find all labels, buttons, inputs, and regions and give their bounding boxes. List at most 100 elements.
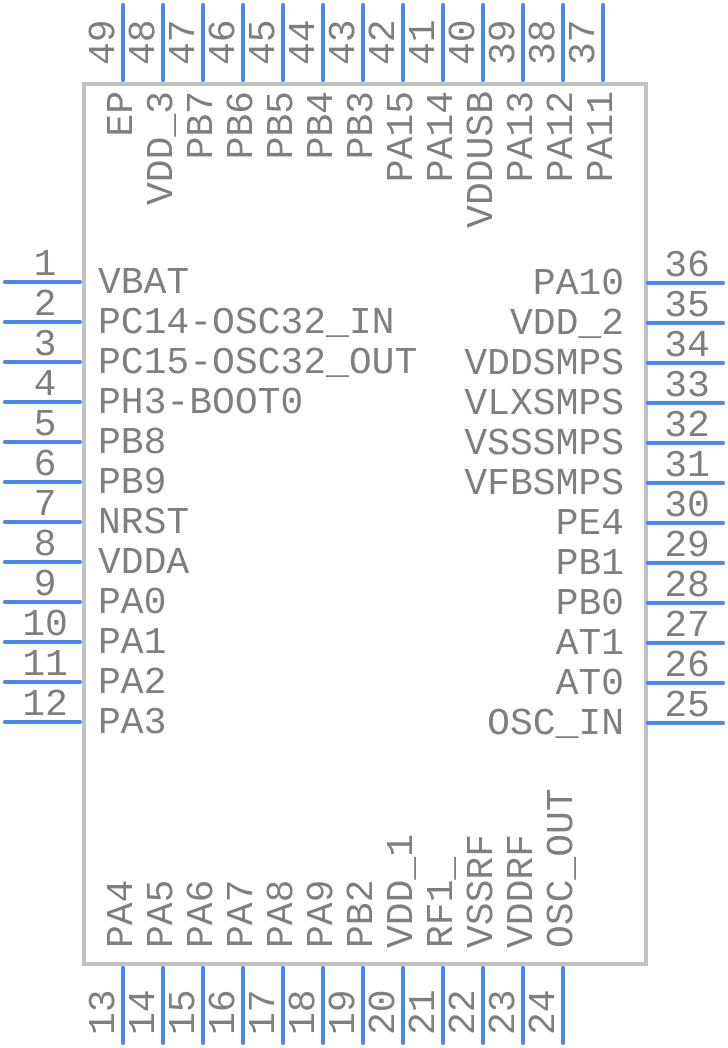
pin-name: VDD_1 xyxy=(381,833,424,948)
pin-name: VFBSMPS xyxy=(464,463,624,506)
pin-line xyxy=(281,966,285,1045)
pin-name: PB8 xyxy=(98,422,167,465)
pin-number: 5 xyxy=(33,404,57,447)
pin-line xyxy=(3,280,82,284)
pin-number: 41 xyxy=(403,19,446,65)
pin-name: VBAT xyxy=(98,262,190,305)
pin-line xyxy=(646,441,725,445)
pin-number: 28 xyxy=(664,565,710,608)
pin-number: 12 xyxy=(22,684,68,727)
pin-name: PA3 xyxy=(98,702,167,745)
pin-line xyxy=(481,966,485,1045)
pin-number: 26 xyxy=(664,645,710,688)
pin-name: PC15-OSC32_OUT xyxy=(98,342,418,385)
pin-line xyxy=(561,3,565,82)
pin-line xyxy=(321,3,325,82)
pin-line xyxy=(401,3,405,82)
pin-number: 47 xyxy=(163,19,206,65)
pin-line xyxy=(646,521,725,525)
pin-line xyxy=(646,721,725,725)
pin-number: 27 xyxy=(664,605,710,648)
pin-line xyxy=(3,320,82,324)
pin-number: 43 xyxy=(323,19,366,65)
pin-number: 33 xyxy=(664,365,710,408)
pin-name: VDDRF xyxy=(501,833,544,948)
pin-number: 46 xyxy=(203,19,246,65)
pin-line xyxy=(321,966,325,1045)
pin-line xyxy=(521,966,525,1045)
pin-line xyxy=(201,966,205,1045)
pin-line xyxy=(3,600,82,604)
pin-number: 1 xyxy=(33,244,57,287)
pin-line xyxy=(646,601,725,605)
pin-name: AT0 xyxy=(555,663,624,706)
pin-number: 31 xyxy=(664,445,710,488)
pin-line xyxy=(361,3,365,82)
pin-number: 29 xyxy=(664,525,710,568)
pin-line xyxy=(241,966,245,1045)
pin-line xyxy=(3,680,82,684)
pin-number: 18 xyxy=(283,989,326,1035)
pin-name: PC14-OSC32_IN xyxy=(98,302,395,345)
pin-name: PA9 xyxy=(301,879,344,948)
pin-name: PA4 xyxy=(101,879,144,948)
pin-name: PE4 xyxy=(555,503,624,546)
pin-line xyxy=(3,360,82,364)
pin-number: 40 xyxy=(443,19,486,65)
pin-line xyxy=(646,641,725,645)
pin-name: PA0 xyxy=(98,582,167,625)
pin-number: 9 xyxy=(33,564,57,607)
pin-number: 49 xyxy=(83,19,126,65)
pin-number: 21 xyxy=(403,989,446,1035)
pin-name: VDDA xyxy=(98,542,190,585)
pin-number: 17 xyxy=(243,989,286,1035)
pin-number: 42 xyxy=(363,19,406,65)
pin-number: 24 xyxy=(523,989,566,1035)
pin-line xyxy=(646,361,725,365)
pin-name: VDD_2 xyxy=(509,303,624,346)
pin-name: VSSRF xyxy=(461,833,504,948)
pin-name: PA1 xyxy=(98,622,167,665)
pin-name: PA8 xyxy=(261,879,304,948)
pin-number: 20 xyxy=(363,989,406,1035)
pin-name: PA10 xyxy=(532,263,624,306)
pin-number: 16 xyxy=(203,989,246,1035)
pin-name: PH3-BOOT0 xyxy=(98,382,304,425)
pin-name: RF1_ xyxy=(421,856,464,948)
pin-line xyxy=(361,966,365,1045)
pin-number: 48 xyxy=(123,19,166,65)
pin-line xyxy=(161,966,165,1045)
pin-number: 34 xyxy=(664,325,710,368)
pin-line xyxy=(441,966,445,1045)
pin-number: 25 xyxy=(664,685,710,728)
pin-line xyxy=(521,3,525,82)
pin-number: 2 xyxy=(33,284,57,327)
pin-number: 7 xyxy=(33,484,57,527)
pin-name: AT1 xyxy=(555,623,624,666)
pin-line xyxy=(121,966,125,1045)
pin-line xyxy=(281,3,285,82)
pin-number: 14 xyxy=(123,989,166,1035)
pin-line xyxy=(646,681,725,685)
pin-number: 44 xyxy=(283,19,326,65)
pin-number: 45 xyxy=(243,19,286,65)
pin-number: 3 xyxy=(33,324,57,367)
pin-number: 38 xyxy=(523,19,566,65)
pin-number: 4 xyxy=(33,364,57,407)
pin-name: PB0 xyxy=(555,583,624,626)
pin-line xyxy=(161,3,165,82)
pin-number: 37 xyxy=(563,19,606,65)
pin-number: 15 xyxy=(163,989,206,1035)
pin-number: 32 xyxy=(664,405,710,448)
pin-name: PB9 xyxy=(98,462,167,505)
pin-line xyxy=(646,321,725,325)
pin-line xyxy=(401,966,405,1045)
pin-name: OSC_IN xyxy=(487,703,624,746)
pin-line xyxy=(3,400,82,404)
pin-name: PA6 xyxy=(181,879,224,948)
pin-name: OSC_OUT xyxy=(541,788,584,948)
pin-number: 10 xyxy=(22,604,68,647)
pin-line xyxy=(3,520,82,524)
pin-name: VDDSMPS xyxy=(464,343,624,386)
